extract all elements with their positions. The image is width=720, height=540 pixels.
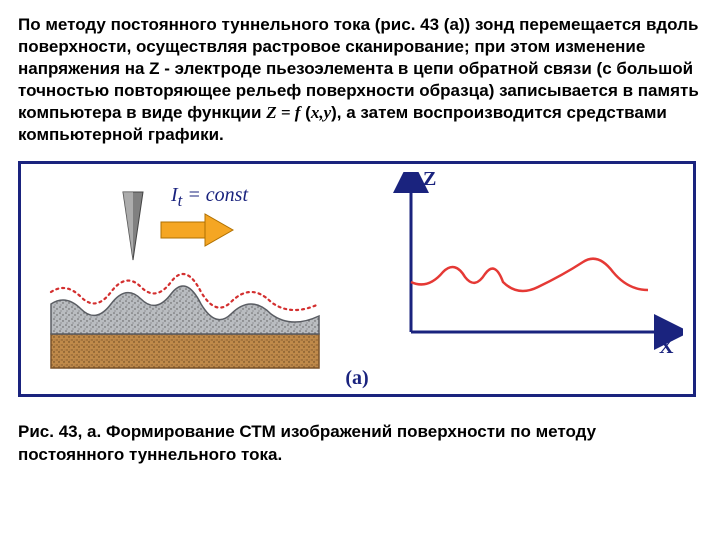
- figure-left-panel: It = const // patch dotted stroke color …: [31, 174, 351, 384]
- paragraph-formula: Z = f: [266, 103, 300, 122]
- scan-arrow: [161, 214, 233, 246]
- x-axis-label: X: [659, 336, 673, 359]
- current-annotation: It = const: [171, 184, 248, 211]
- paragraph-part-3: (: [300, 103, 310, 122]
- paragraph-vars: x,y: [311, 103, 331, 122]
- body-text: По методу постоянного туннельного тока (…: [18, 14, 702, 147]
- figure-caption: Рис. 43, а. Формирование СТМ изображений…: [18, 421, 702, 467]
- panel-label: (a): [345, 367, 368, 390]
- signal-curve: [411, 258, 648, 290]
- z-axis-label: Z: [423, 168, 436, 191]
- figure-frame: It = const // patch dotted stroke color …: [18, 161, 696, 397]
- figure-right-panel: Z X: [383, 172, 683, 372]
